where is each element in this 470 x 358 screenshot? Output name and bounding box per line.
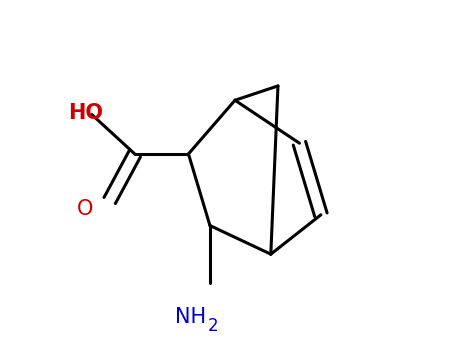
- Text: 2: 2: [208, 317, 219, 335]
- Text: NH: NH: [175, 307, 206, 327]
- Text: HO: HO: [69, 103, 103, 123]
- Text: O: O: [77, 199, 93, 219]
